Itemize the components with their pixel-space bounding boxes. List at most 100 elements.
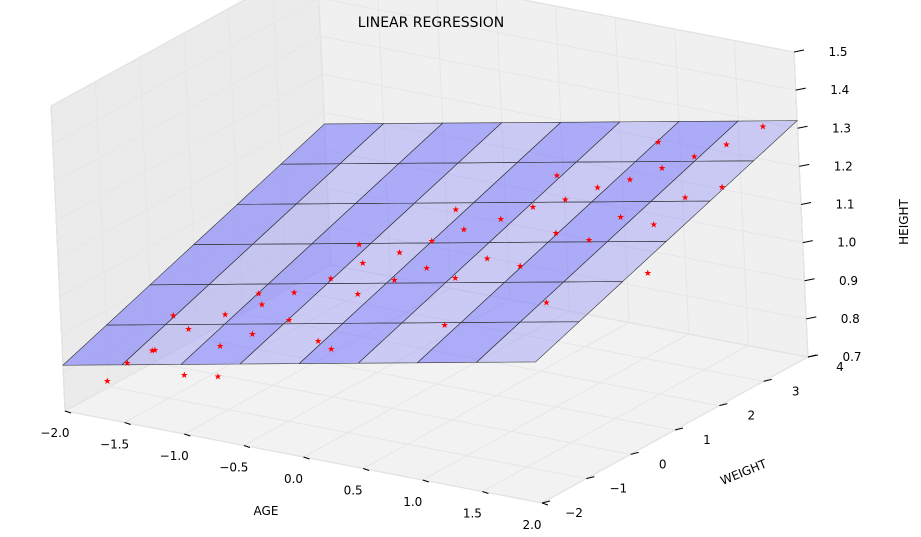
- x-tick: [303, 456, 310, 460]
- x-tick-label: −1.5: [100, 438, 129, 452]
- y-tick-label: 2: [748, 409, 756, 423]
- grid-line: [54, 35, 321, 183]
- data-point: ★: [451, 274, 459, 284]
- data-point: ★: [396, 249, 404, 259]
- data-point: ★: [552, 229, 560, 239]
- x-tick-label: −2.0: [40, 426, 69, 440]
- data-point: ★: [123, 359, 131, 369]
- grid-line: [320, 35, 798, 129]
- data-point: ★: [460, 225, 468, 235]
- z-tick: [795, 87, 806, 91]
- x-tick: [482, 491, 489, 494]
- x-tick-label: 2.0: [522, 518, 541, 532]
- z-tick-label: 0.8: [841, 312, 860, 326]
- data-point: ★: [650, 220, 658, 230]
- y-tick: [674, 427, 684, 431]
- x-tick-label: −0.5: [219, 461, 248, 475]
- y-tick: [586, 476, 595, 480]
- data-point: ★: [214, 372, 222, 382]
- x-tick: [243, 445, 251, 448]
- data-point: ★: [428, 237, 436, 247]
- data-point: ★: [626, 176, 634, 186]
- data-point: ★: [529, 203, 537, 213]
- grid-line: [521, 0, 795, 53]
- data-point: ★: [553, 172, 561, 182]
- data-point: ★: [355, 240, 363, 250]
- data-points: ★ ★ ★ ★ ★ ★ ★ ★ ★ ★ ★ ★ ★ ★ ★ ★ ★ ★ ★ ★ ★ ★ ★ ★ ★ ★ ★ ★ ★ ★ ★ ★ ★ ★ ★ ★ ★ ★ ★ ★…: [103, 123, 767, 387]
- data-point: ★: [452, 205, 460, 215]
- data-point: ★: [658, 164, 666, 174]
- data-point: ★: [327, 275, 335, 285]
- data-point: ★: [516, 262, 524, 272]
- y-tick-label: 4: [836, 360, 844, 374]
- z-tick-label: 0.9: [839, 274, 858, 288]
- y-tick: [541, 500, 551, 504]
- z-axis-label: HEIGHT: [897, 198, 911, 244]
- x-tick: [184, 433, 191, 437]
- data-point: ★: [617, 213, 625, 223]
- data-point: ★: [423, 264, 431, 274]
- z-tick-label: 1.1: [835, 198, 854, 212]
- data-point: ★: [184, 325, 192, 335]
- x-tick: [541, 502, 549, 506]
- z-tick: [799, 163, 810, 167]
- data-point: ★: [718, 183, 726, 193]
- z-tick: [800, 202, 812, 205]
- x-tick-label: 0.5: [344, 484, 363, 498]
- data-point: ★: [169, 312, 177, 322]
- data-point: ★: [148, 347, 156, 357]
- data-point: ★: [759, 123, 767, 133]
- data-point: ★: [180, 371, 188, 381]
- y-tick-label: 0: [659, 457, 667, 471]
- data-point: ★: [690, 152, 698, 162]
- z-tick-label: 1.0: [837, 236, 856, 250]
- data-point: ★: [593, 184, 601, 194]
- z-tick-label: 0.7: [842, 350, 861, 364]
- data-point: ★: [561, 195, 569, 205]
- data-point: ★: [327, 345, 335, 355]
- x-axis-label: AGE: [254, 504, 279, 518]
- axis-ticks: −2.0 −1.5 −1.0 −0.5 0.0 0.5 1.0 1.5 2.0 −2 −1 0 1 2 3 4…: [40, 45, 861, 532]
- y-tick: [719, 403, 728, 407]
- grid-line: [57, 112, 325, 259]
- data-point: ★: [497, 215, 505, 225]
- grid-line: [109, 386, 587, 480]
- grid-line: [322, 73, 800, 167]
- z-tick: [797, 125, 808, 129]
- z-tick: [804, 278, 815, 282]
- data-point: ★: [103, 377, 111, 387]
- z-tick-label: 1.5: [828, 45, 847, 59]
- grid-line: [56, 73, 323, 221]
- data-point: ★: [314, 337, 322, 347]
- y-tick: [763, 378, 772, 382]
- data-point: ★: [285, 316, 293, 326]
- z-tick: [802, 240, 813, 244]
- data-point: ★: [258, 300, 266, 310]
- z-tick-label: 1.3: [832, 121, 851, 135]
- data-point: ★: [585, 236, 593, 246]
- x-tick-label: −1.0: [160, 449, 189, 463]
- data-point: ★: [483, 255, 491, 265]
- x-tick: [362, 468, 370, 471]
- x-tick-label: 0.0: [284, 472, 303, 486]
- data-point: ★: [216, 342, 224, 352]
- data-point: ★: [542, 299, 550, 309]
- data-point: ★: [248, 330, 256, 340]
- data-point: ★: [359, 259, 367, 269]
- plane-facet: [693, 120, 798, 162]
- y-tick-label: −2: [565, 506, 583, 520]
- chart-title: LINEAR REGRESSION: [358, 15, 504, 31]
- data-point: ★: [654, 138, 662, 148]
- data-point: ★: [255, 289, 263, 299]
- data-point: ★: [722, 141, 730, 151]
- grid-line: [242, 313, 720, 407]
- data-point: ★: [390, 276, 398, 286]
- data-point: ★: [290, 289, 298, 299]
- z-tick: [793, 49, 805, 53]
- data-point: ★: [221, 311, 229, 321]
- z-tick: [807, 354, 819, 358]
- y-tick-label: −1: [609, 482, 627, 496]
- z-tick: [806, 316, 817, 320]
- data-point: ★: [354, 290, 362, 300]
